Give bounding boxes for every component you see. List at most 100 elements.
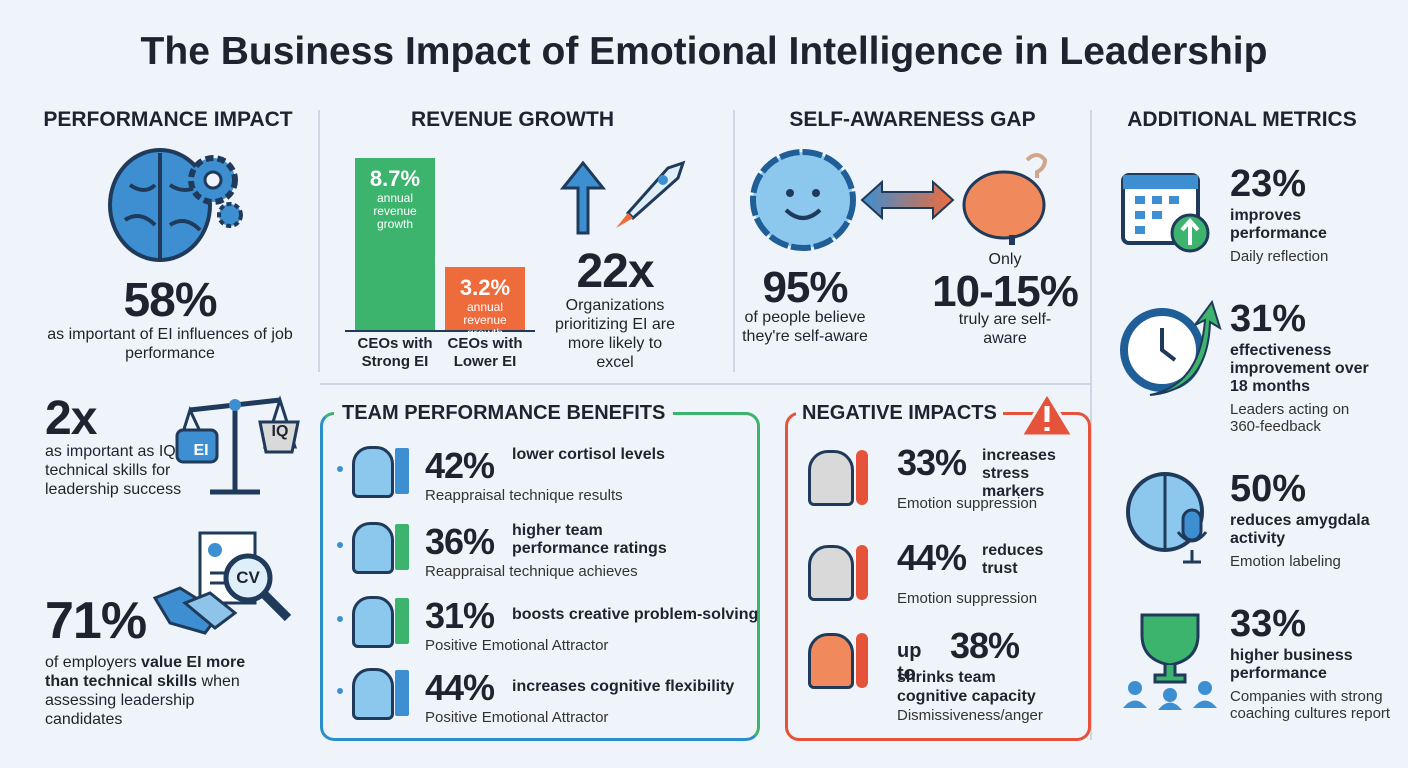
bar — [445, 266, 525, 330]
bullet — [337, 688, 343, 694]
bullet — [337, 616, 343, 622]
item-arrow — [395, 524, 409, 570]
brain-mic-icon — [1126, 472, 1208, 564]
item-icon — [352, 596, 394, 648]
item-accent — [856, 450, 868, 505]
stat-text: reduces trust — [982, 542, 1044, 577]
clock-icon — [1120, 299, 1222, 396]
stat-text: increases stress markers — [982, 447, 1056, 500]
section-heading: SELF-AWARENESS GAP — [789, 108, 1036, 131]
stat-value: 10-15% — [932, 267, 1079, 316]
item-accent — [856, 633, 868, 688]
stat-note: Daily reflection — [1230, 248, 1329, 265]
stat-text: truly are self-aware — [958, 311, 1052, 347]
stat-value: 23% — [1230, 163, 1307, 205]
stat-value: 38% — [950, 625, 1020, 666]
icon-shape — [1025, 153, 1048, 178]
stat-value: 33% — [1230, 603, 1307, 645]
title: The Business Impact of Emotional Intelli… — [140, 30, 1268, 73]
icon-shape — [1180, 217, 1200, 245]
stat-note: Dismissiveness/anger — [897, 707, 1043, 724]
item-icon — [808, 545, 854, 601]
icon-shape — [616, 213, 633, 228]
divider — [320, 383, 1090, 385]
section-heading: PERFORMANCE IMPACT — [43, 108, 293, 131]
icon-label: IQ — [271, 423, 289, 440]
bar-value-label: 8.7% — [369, 165, 421, 191]
icon-shape — [1181, 508, 1203, 542]
stat-text: higher team performance ratings — [512, 522, 667, 557]
item-icon — [808, 633, 854, 689]
stat-text: effectiveness improvement over 18 months — [1230, 342, 1369, 395]
icon-shape — [1149, 299, 1222, 396]
icon-shape — [260, 590, 292, 622]
rocket-icon — [559, 160, 686, 235]
stat-value: 71% — [45, 592, 147, 650]
icon-shape — [258, 420, 300, 454]
stat-value: 42% — [425, 445, 495, 486]
stat-note: Leaders acting on 360-feedback — [1230, 401, 1350, 435]
icon-shape — [182, 591, 238, 630]
icon-label: EI — [193, 442, 209, 459]
icon-label: CV — [236, 568, 260, 587]
icon-shape — [229, 399, 241, 411]
stat-text: reduces amygdala activity — [1230, 512, 1370, 547]
bar-value-label: 3.2% — [459, 274, 511, 300]
stat-note: Reappraisal technique results — [425, 487, 623, 504]
stat-text: as important as IQ or technical skills f… — [45, 443, 195, 498]
bullet — [337, 466, 343, 472]
stat-text: of people believe they're self-aware — [742, 309, 868, 345]
icon-shape — [962, 170, 1046, 240]
trophy-team-icon — [1123, 613, 1217, 710]
icon-shape — [223, 553, 273, 603]
bar-note: annual revenue growth — [463, 299, 507, 340]
stat-value: 2x — [45, 392, 97, 445]
stat-prefix: Only — [988, 251, 1022, 268]
icon-shape — [860, 179, 955, 221]
divider — [318, 110, 320, 372]
scale-icon — [175, 395, 300, 495]
icon-shape — [1198, 681, 1212, 695]
icon-shape — [1160, 328, 1177, 362]
stat-value: 33% — [897, 442, 967, 483]
handshake-cv-icon — [152, 531, 292, 635]
stat-note: Emotion suppression — [897, 495, 1038, 512]
text-part: when assessing leadership candidates — [45, 673, 240, 728]
stat-note: Companies with strong coaching cultures … — [1230, 688, 1391, 722]
stat-note: Emotion suppression — [897, 590, 1038, 607]
stat-text: as important of EI influences of job per… — [47, 326, 293, 362]
section-heading: TEAM PERFORMANCE BENEFITS — [334, 402, 674, 425]
stat-note: Emotion labeling — [1230, 553, 1341, 570]
stat-value: 44% — [897, 537, 967, 578]
item-arrow — [395, 670, 409, 716]
divider — [733, 110, 735, 372]
stat-prefix: up to — [897, 640, 922, 685]
item-accent — [856, 545, 868, 600]
icon-shape — [1163, 688, 1177, 702]
icon-shape — [812, 189, 820, 197]
icon-shape — [750, 149, 856, 251]
icon-shape — [1176, 531, 1208, 564]
stat-value: 95% — [762, 263, 848, 312]
bar-baseline — [345, 330, 535, 332]
stat-note: Positive Emotional Attractor — [425, 709, 609, 726]
item-arrow — [395, 448, 409, 494]
item-icon — [352, 668, 394, 720]
stat-text: lower cortisol levels — [512, 446, 665, 463]
item-icon — [808, 450, 854, 506]
smiling-brain-icon — [750, 149, 856, 251]
stat-value: 50% — [1230, 468, 1307, 510]
stat-text: boosts creative problem-solving — [512, 606, 759, 623]
stat-text: increases cognitive flexibility — [512, 678, 735, 695]
bar-label: CEOs with Lower EI — [447, 335, 523, 370]
icon-shape — [1128, 681, 1142, 695]
bar — [355, 157, 435, 330]
warning-icon — [1018, 390, 1076, 438]
brain-gear-icon — [108, 148, 243, 262]
stat-text: of employers value EI more than technica… — [45, 653, 275, 729]
icon-shape — [175, 428, 219, 464]
stat-value: 31% — [1230, 298, 1307, 340]
item-arrow — [395, 598, 409, 644]
icon-shape — [1123, 700, 1217, 710]
